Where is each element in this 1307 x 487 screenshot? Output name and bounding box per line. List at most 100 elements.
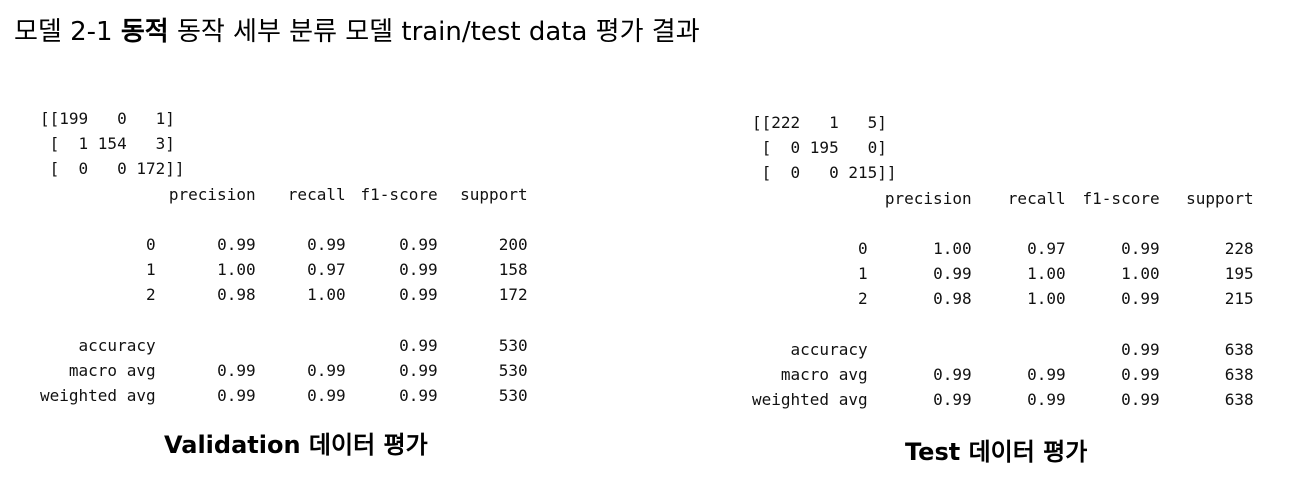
cell: 0.98 — [933, 289, 972, 309]
matrix-line: [ 0 195 0] — [752, 138, 887, 158]
cell: 0.99 — [399, 285, 438, 305]
cell — [256, 333, 346, 358]
row-label: 2 — [857, 289, 868, 309]
page-title: 모델 2-1 동적 동작 세부 분류 모델 train/test data 평가… — [14, 14, 700, 50]
matrix-line: [[199 0 1] — [40, 109, 175, 128]
header-support: support — [460, 184, 528, 204]
header-precision: precision — [884, 188, 972, 208]
cell: 0.99 — [1121, 339, 1160, 359]
table-row: 1 0.99 1.00 1.00 195 — [752, 261, 1254, 286]
cell: 0.99 — [217, 235, 256, 255]
table-row: accuracy 0.99 530 — [40, 333, 528, 358]
matrix-line: [ 0 0 215]] — [752, 163, 897, 183]
header-support: support — [1186, 188, 1254, 208]
classification-report: precision recall f1-score support 0 0.99… — [40, 182, 528, 409]
cell: 228 — [1224, 239, 1254, 259]
title-prefix: 모델 2-1 — [14, 17, 121, 47]
cell: 0.99 — [399, 386, 438, 406]
cell: 0.99 — [307, 361, 346, 381]
row-label: macro avg — [68, 361, 156, 381]
row-label: weighted avg — [752, 390, 868, 410]
cell: 530 — [498, 386, 528, 406]
cell: 1.00 — [1121, 264, 1160, 284]
cell: 0.99 — [1027, 365, 1066, 385]
cell: 0.99 — [399, 361, 438, 381]
header-recall: recall — [287, 184, 346, 204]
cell: 0.99 — [399, 235, 438, 255]
report-header: precision recall f1-score support — [40, 182, 528, 207]
cell: 0.99 — [399, 260, 438, 280]
row-label: accuracy — [78, 335, 156, 355]
row-label: accuracy — [790, 339, 868, 359]
matrix-line: [ 0 0 172]] — [40, 159, 185, 179]
cell: 0.99 — [1121, 365, 1160, 385]
cell: 0.99 — [933, 390, 972, 410]
row-label: weighted avg — [40, 386, 156, 406]
row-label: 0 — [145, 235, 156, 255]
confusion-matrix: [[222 1 5] [ 0 195 0] [ 0 0 215]] — [752, 110, 1254, 186]
cell: 638 — [1224, 390, 1254, 410]
header-recall: recall — [1007, 188, 1066, 208]
cell: 1.00 — [1027, 264, 1066, 284]
cell: 215 — [1224, 289, 1254, 309]
cell — [972, 337, 1066, 362]
table-row: weighted avg 0.99 0.99 0.99 530 — [40, 383, 528, 408]
cell: 0.99 — [217, 386, 256, 406]
cell: 0.99 — [933, 264, 972, 284]
cell: 638 — [1224, 339, 1254, 359]
cell: 0.99 — [1121, 239, 1160, 259]
row-label: 1 — [857, 264, 868, 284]
cell: 0.98 — [217, 285, 256, 305]
table-row: 0 1.00 0.97 0.99 228 — [752, 236, 1254, 261]
cell: 195 — [1224, 264, 1254, 284]
cell: 1.00 — [1027, 289, 1066, 309]
row-label: macro avg — [780, 365, 868, 385]
cell: 0.99 — [307, 235, 346, 255]
table-row: macro avg 0.99 0.99 0.99 638 — [752, 362, 1254, 387]
cell: 0.97 — [1027, 239, 1066, 259]
cell: 0.99 — [307, 386, 346, 406]
table-row: 2 0.98 1.00 0.99 215 — [752, 286, 1254, 311]
cell: 0.99 — [217, 361, 256, 381]
table-row: weighted avg 0.99 0.99 0.99 638 — [752, 387, 1254, 412]
cell: 1.00 — [217, 260, 256, 280]
matrix-line: [ 1 154 3] — [40, 134, 175, 154]
header-precision: precision — [168, 184, 256, 204]
cell: 0.99 — [1121, 289, 1160, 309]
validation-caption: Validation 데이터 평가 — [164, 431, 428, 459]
table-row: macro avg 0.99 0.99 0.99 530 — [40, 358, 528, 383]
header-f1-score: f1-score — [1082, 188, 1160, 208]
test-caption: Test 데이터 평가 — [905, 438, 1088, 466]
cell: 0.99 — [399, 335, 438, 355]
title-suffix: 동작 세부 분류 모델 train/test data 평가 결과 — [168, 17, 700, 47]
table-row: 1 1.00 0.97 0.99 158 — [40, 257, 528, 282]
cell: 200 — [498, 235, 528, 255]
header-f1-score: f1-score — [360, 184, 438, 204]
title-bold: 동적 — [120, 17, 169, 47]
cell: 0.97 — [307, 260, 346, 280]
classification-report: precision recall f1-score support 0 1.00… — [752, 186, 1254, 413]
table-row: accuracy 0.99 638 — [752, 337, 1254, 362]
row-label: 0 — [857, 239, 868, 259]
cell: 172 — [498, 285, 528, 305]
cell: 0.99 — [1027, 390, 1066, 410]
row-label: 2 — [145, 285, 156, 305]
cell: 0.99 — [1121, 390, 1160, 410]
table-row: 0 0.99 0.99 0.99 200 — [40, 232, 528, 257]
report-header: precision recall f1-score support — [752, 186, 1254, 211]
test-report: [[222 1 5] [ 0 195 0] [ 0 0 215]] precis… — [752, 110, 1254, 412]
validation-report: [[199 0 1] [ 1 154 3] [ 0 0 172]] precis… — [40, 106, 528, 408]
cell: 0.99 — [933, 365, 972, 385]
cell: 530 — [498, 361, 528, 381]
cell: 1.00 — [307, 285, 346, 305]
cell: 1.00 — [933, 239, 972, 259]
cell: 530 — [498, 335, 528, 355]
confusion-matrix: [[199 0 1] [ 1 154 3] [ 0 0 172]] — [40, 106, 528, 182]
cell: 158 — [498, 260, 528, 280]
cell: 638 — [1224, 365, 1254, 385]
cell — [868, 337, 972, 362]
cell — [156, 333, 256, 358]
table-row: 2 0.98 1.00 0.99 172 — [40, 282, 528, 307]
matrix-line: [[222 1 5] — [752, 113, 887, 132]
row-label: 1 — [145, 260, 156, 280]
